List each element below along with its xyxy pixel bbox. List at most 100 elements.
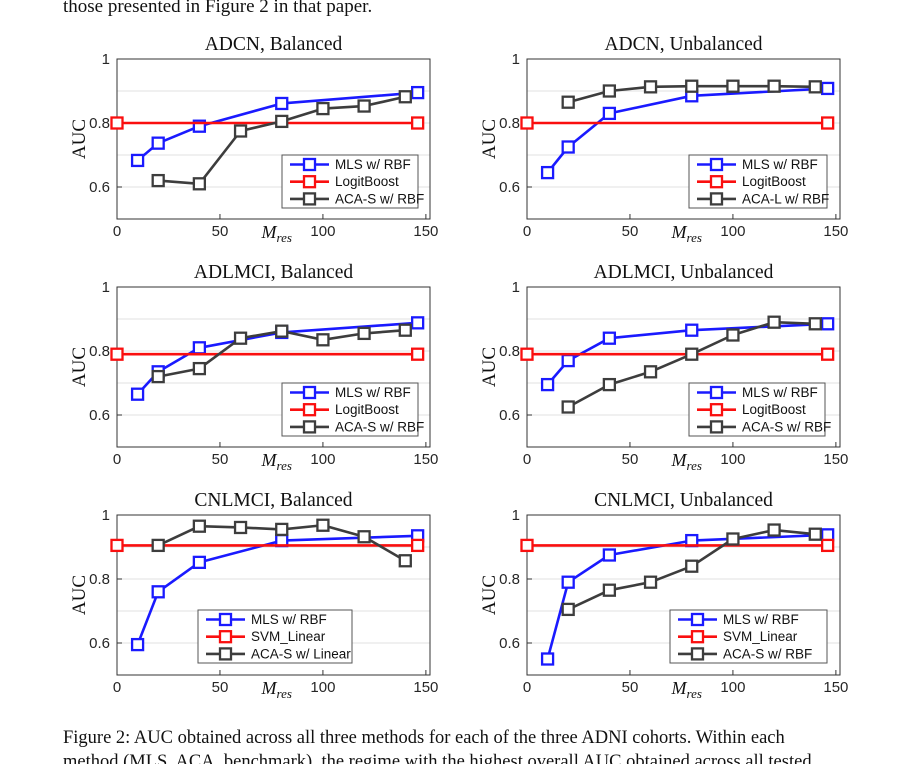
data-marker (316, 101, 330, 116)
chart-title: CNLMCI, Balanced (194, 490, 352, 511)
data-marker (602, 548, 617, 562)
chart-title: CNLMCI, Unbalanced (594, 490, 773, 511)
legend-marker-sample (690, 647, 705, 661)
series-aca_dark (561, 315, 822, 414)
data-marker (410, 116, 425, 130)
data-marker (151, 369, 165, 384)
legend-entry: MLS w/ RBF (290, 385, 411, 400)
legend-marker-sample (709, 175, 724, 189)
y-tick-label: 0.6 (499, 407, 520, 424)
x-axis-label: Mres (671, 450, 702, 473)
legend-marker-sample (302, 192, 317, 206)
legend-marker-sample (709, 192, 724, 206)
y-tick-label: 0.8 (89, 115, 110, 132)
x-tick-label: 50 (212, 223, 229, 240)
data-marker (726, 328, 740, 342)
x-tick-label: 150 (823, 223, 848, 240)
data-marker (808, 317, 822, 331)
data-marker (820, 538, 835, 553)
data-marker (643, 575, 658, 589)
legend-label: MLS w/ RBF (335, 385, 411, 400)
x-axis-label: Mres (261, 678, 292, 701)
legend-label: MLS w/ RBF (335, 157, 411, 172)
x-tick-label: 100 (720, 223, 745, 240)
legend-label: ACA-S w/ RBF (742, 419, 831, 434)
data-marker (726, 532, 740, 546)
y-tick-label: 0.8 (499, 115, 520, 132)
legend: MLS w/ RBF SVM_Linear ACA-S w/ Linear (197, 609, 353, 664)
data-marker (820, 528, 835, 542)
x-tick-label: 100 (720, 451, 745, 468)
x-tick-label: 50 (212, 451, 229, 468)
legend-label: LogitBoost (742, 174, 806, 189)
data-marker (233, 520, 248, 535)
figure-caption-line-2: method (MLS, ACA, benchmark), the regime… (63, 752, 812, 764)
series-benchmark_red (520, 538, 835, 553)
legend: MLS w/ RBF LogitBoost ACA-S w/ RBF (281, 382, 424, 437)
x-tick-label: 0 (113, 679, 121, 696)
chart-panel-cnlmci-unbalanced: 0.6 0.8 1 0 50 100 150 CNLMCI, Unbalanced AUC Mre… (465, 487, 875, 713)
legend-label: LogitBoost (742, 402, 806, 417)
chart-svg: 0.6 0.8 1 0 50 100 150 ADCN, Balanced AUC Mres MLS… (69, 34, 438, 245)
data-marker (643, 365, 658, 379)
legend-entry: LogitBoost (697, 402, 806, 417)
x-tick-label: 50 (622, 223, 639, 240)
data-marker (357, 326, 371, 341)
legend-entry: ACA-S w/ RBF (290, 419, 424, 434)
legend-marker-sample (709, 403, 724, 417)
legend-marker-sample (302, 403, 317, 417)
y-tick-label: 1 (102, 279, 110, 296)
y-tick-label: 0.8 (89, 571, 110, 588)
data-marker (561, 353, 575, 368)
legend-entry: MLS w/ RBF (697, 385, 818, 400)
legend-entry: MLS w/ RBF (206, 612, 327, 627)
legend-entry: ACA-L w/ RBF (697, 191, 829, 206)
legend-marker-sample (709, 420, 724, 434)
data-marker (316, 518, 330, 532)
y-axis-label: AUC (69, 575, 90, 615)
y-axis-label: AUC (69, 119, 90, 159)
data-marker (602, 377, 617, 392)
legend-label: ACA-S w/ Linear (251, 646, 351, 661)
x-tick-label: 0 (523, 223, 531, 240)
chart-panel-cnlmci-balanced: 0.6 0.8 1 0 50 100 150 CNLMCI, Balanced AUC Mres M… (55, 487, 465, 713)
legend-entry: LogitBoost (697, 174, 806, 189)
x-tick-label: 150 (413, 451, 438, 468)
data-marker (316, 333, 330, 347)
data-marker (275, 522, 289, 537)
legend-label: MLS w/ RBF (742, 157, 818, 172)
x-tick-label: 0 (523, 451, 531, 468)
data-marker (130, 387, 145, 401)
series-mls_blue (540, 317, 835, 392)
legend-entry: ACA-S w/ Linear (206, 646, 351, 661)
y-axis-label: AUC (479, 575, 500, 615)
x-tick-label: 100 (720, 679, 745, 696)
data-marker (685, 323, 699, 337)
series-aca_dark (151, 90, 412, 191)
data-marker (357, 99, 371, 113)
data-marker (602, 331, 617, 345)
legend-marker-sample (302, 175, 317, 189)
data-marker (808, 527, 822, 541)
chart-svg: 0.6 0.8 1 0 50 100 150 CNLMCI, Balanced AUC Mres M… (69, 490, 438, 701)
x-tick-label: 0 (113, 451, 121, 468)
legend-marker-sample (709, 385, 724, 400)
data-marker (410, 316, 425, 330)
legend-entry: MLS w/ RBF (290, 157, 411, 172)
series-aca_dark (561, 523, 822, 617)
chart-panel-adcn-unbalanced: 0.6 0.8 1 0 50 100 150 ADCN, Unbalanced AUC Mres M… (465, 31, 875, 257)
legend-marker-sample (302, 157, 317, 172)
data-marker (540, 165, 555, 180)
data-marker (561, 95, 575, 109)
chart-svg: 0.6 0.8 1 0 50 100 150 ADLMCI, Unbalanced AUC Mre… (479, 262, 848, 473)
data-marker (561, 575, 575, 589)
data-marker (820, 81, 835, 96)
data-marker (233, 331, 248, 345)
x-tick-label: 100 (310, 679, 335, 696)
y-tick-label: 0.6 (499, 635, 520, 652)
x-tick-label: 150 (413, 679, 438, 696)
data-marker (110, 538, 124, 553)
data-marker (151, 173, 165, 188)
x-tick-label: 100 (310, 451, 335, 468)
legend-marker-sample (709, 157, 724, 172)
